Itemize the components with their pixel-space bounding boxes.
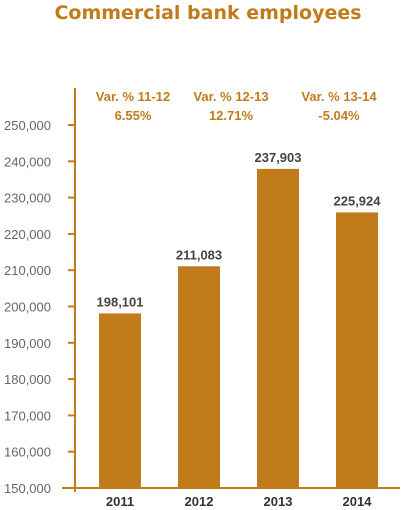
y-tick-label: 160,000 (4, 445, 51, 460)
annotation-label: Var. % 12-13 (193, 89, 268, 104)
y-tick-label: 230,000 (4, 191, 51, 206)
y-tick-label: 210,000 (4, 263, 51, 278)
data-label: 211,083 (176, 247, 222, 262)
variation-annotations: Var. % 11-12 6.55% Var. % 12-13 12.71% Var. … (96, 89, 378, 123)
data-label: 198,101 (97, 294, 144, 309)
x-tick-label: 2011 (106, 494, 134, 509)
y-tick-label: 200,000 (4, 300, 51, 315)
y-axis: 150,000 160,000 170,000 180,000 190,000 200,0… (4, 88, 76, 496)
y-tick-label: 240,000 (4, 154, 51, 169)
bar (257, 168, 299, 488)
bar (336, 212, 378, 488)
x-tick-label: 2014 (343, 494, 373, 509)
chart-title: Commercial bank employees (54, 2, 361, 24)
x-tick-label: 2013 (264, 494, 293, 509)
annotation-value: 12.71% (209, 108, 254, 123)
bar (178, 266, 220, 488)
y-tick-label: 180,000 (4, 372, 51, 387)
data-label: 225,924 (334, 193, 382, 208)
y-tick-label: 170,000 (4, 408, 51, 423)
annotation-value: 6.55% (115, 108, 152, 123)
y-tick-label: 220,000 (4, 227, 51, 242)
data-label: 237,903 (255, 150, 302, 165)
x-tick-label: 2012 (185, 494, 214, 509)
bars: 198,101 211,083 237,903 225,924 (97, 150, 382, 488)
annotation-value: -5.04% (318, 108, 360, 123)
y-tick-label: 190,000 (4, 336, 51, 351)
x-axis: 2011 2012 2013 2014 (62, 487, 400, 509)
annotation-label: Var. % 11-12 (96, 89, 170, 104)
y-tick-label: 150,000 (4, 481, 51, 496)
y-tick-label: 250,000 (4, 118, 51, 133)
annotation-label: Var. % 13-14 (301, 89, 377, 104)
bar (99, 313, 141, 488)
